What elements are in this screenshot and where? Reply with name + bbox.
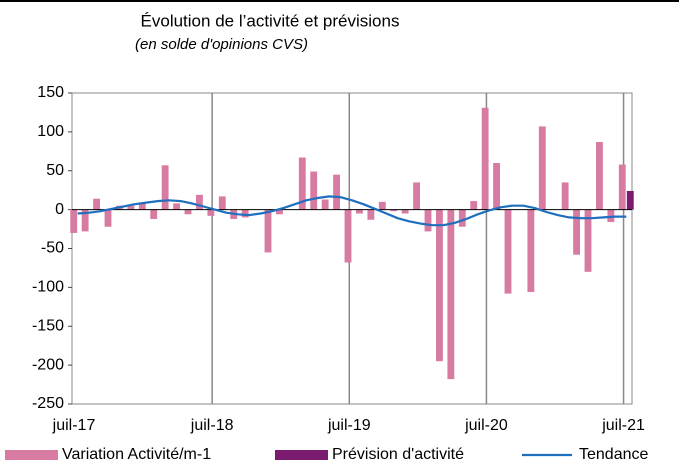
y-tick-label: 150 [37, 84, 64, 101]
bar [310, 171, 318, 210]
bar [458, 209, 466, 227]
bar [436, 209, 443, 362]
legend-label: Variation Activité/m-1 [62, 446, 211, 463]
bar [367, 209, 375, 220]
bar [481, 107, 489, 210]
bar [93, 198, 100, 210]
bar [150, 209, 158, 219]
bar [596, 141, 603, 210]
plot-frame [71, 92, 633, 405]
bar [161, 165, 169, 210]
y-tick-label: -200 [32, 356, 64, 373]
bar [333, 174, 340, 210]
bar [344, 209, 352, 263]
bar [104, 209, 112, 227]
bar [573, 209, 580, 255]
trend-line [77, 195, 627, 227]
y-tick-label: -250 [32, 395, 64, 412]
bar [447, 209, 455, 380]
bar [356, 209, 363, 214]
y-tick-label: -100 [32, 279, 64, 296]
bar [470, 201, 478, 210]
legend-swatch [5, 450, 58, 460]
chart-subtitle: (en solde d'opinions CVS) [135, 36, 308, 53]
y-tick-label: 0 [55, 201, 64, 218]
x-tick-label: juil-18 [190, 417, 234, 434]
bar [561, 182, 569, 210]
bar [527, 209, 535, 293]
bar [401, 209, 409, 214]
bar [538, 126, 546, 210]
bar [618, 164, 626, 210]
chart-title: Évolution de l’activité et prévisions [141, 11, 400, 30]
bar [321, 199, 329, 210]
bar [493, 162, 500, 210]
bar [626, 190, 634, 210]
x-tick-label: juil-20 [464, 417, 508, 434]
bar [184, 209, 192, 215]
y-tick-label: 50 [46, 162, 64, 179]
legend-swatch [275, 450, 328, 460]
y-tick-label: 100 [37, 123, 64, 140]
bar [584, 209, 592, 272]
bar [504, 209, 512, 294]
bar [298, 157, 306, 210]
bar [196, 194, 203, 210]
y-tick-label: -50 [41, 240, 64, 257]
bar [378, 201, 386, 210]
bar [241, 209, 249, 218]
x-tick-label: juil-19 [327, 417, 371, 434]
legend-label: Prévision d'activité [332, 446, 464, 463]
bar [264, 209, 272, 253]
bar [424, 209, 432, 232]
bar [173, 203, 180, 210]
bar [207, 209, 215, 216]
bar [81, 209, 89, 232]
bar [413, 182, 420, 210]
legend-label: Tendance [579, 446, 648, 463]
x-tick-label: juil-17 [52, 417, 96, 434]
bar [218, 196, 226, 210]
bar [127, 205, 135, 210]
bar [276, 209, 283, 215]
x-tick-label: juil-21 [601, 417, 645, 434]
bar [138, 203, 146, 210]
bar [70, 209, 78, 233]
bar [390, 209, 398, 212]
y-tick-label: -150 [32, 317, 64, 334]
